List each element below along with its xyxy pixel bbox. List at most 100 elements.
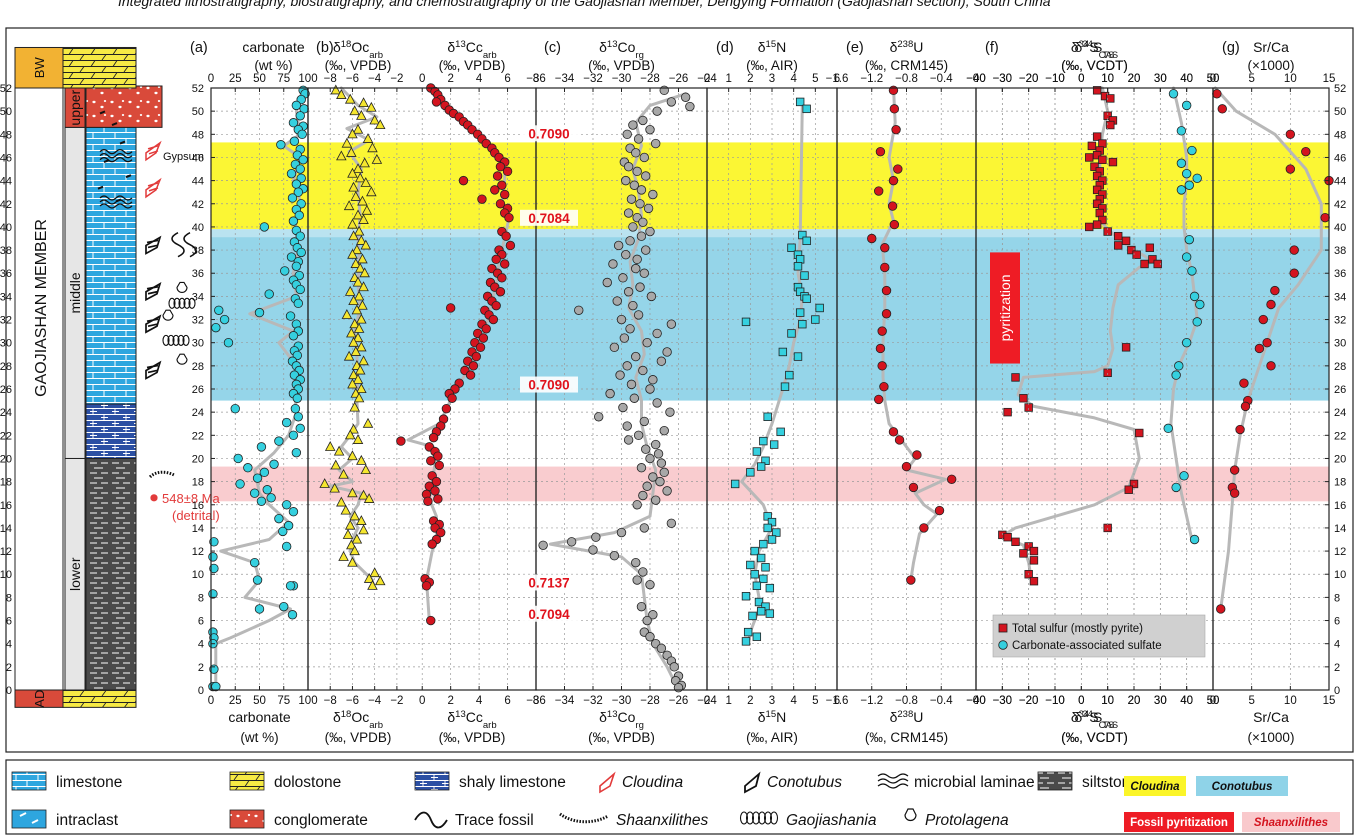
protolagena-icon <box>904 808 917 822</box>
height-tick-right: 0 <box>1334 685 1340 697</box>
strat-height-tick: 44 <box>0 176 12 188</box>
legend-item-label: Conotubus <box>767 774 842 791</box>
height-tick-right: 18 <box>1334 477 1346 489</box>
data-point <box>285 581 296 591</box>
data-point <box>495 162 506 172</box>
height-tick-left: 20 <box>192 453 204 465</box>
tick-label-top: 2 <box>747 73 753 85</box>
data-point <box>1239 378 1249 388</box>
tick-label-top: −20 <box>1019 73 1039 85</box>
height-tick-left: 32 <box>192 315 204 327</box>
pyritization-label: pyritization <box>997 275 1013 342</box>
protolagena-icon <box>176 281 188 293</box>
data-point <box>357 253 368 264</box>
tick-label-bottom: 6 <box>504 695 510 707</box>
tick-label-top: 50 <box>253 73 266 85</box>
panel-units: (‰, VPDB) <box>439 58 506 73</box>
data-point <box>287 193 298 203</box>
data-point <box>352 123 364 134</box>
strat-height-tick: 12 <box>0 546 12 558</box>
tick-label-top: −40 <box>966 73 986 85</box>
data-point <box>623 287 634 297</box>
height-tick-left: 16 <box>192 500 204 512</box>
height-tick-right: 26 <box>1334 384 1346 396</box>
data-point <box>746 468 755 477</box>
strat-height-tick: 32 <box>0 315 12 327</box>
data-point <box>396 436 406 446</box>
data-point <box>752 447 762 456</box>
data-point <box>643 203 654 214</box>
microbial-laminae-icon <box>877 773 909 779</box>
height-tick-right: 16 <box>1334 500 1346 512</box>
data-point <box>639 416 650 427</box>
strat-height-tick: 36 <box>0 268 12 280</box>
tick-label-bottom: −24 <box>697 695 717 707</box>
data-point <box>447 393 457 403</box>
data-point <box>209 563 219 574</box>
tick-label-bottom: 50 <box>1207 695 1220 707</box>
data-point <box>641 245 651 255</box>
data-point <box>659 425 669 436</box>
data-point <box>626 194 637 204</box>
data-point <box>673 682 684 693</box>
data-point <box>793 352 803 361</box>
strat-height-tick: 46 <box>0 152 12 164</box>
data-point <box>651 138 661 149</box>
data-point <box>625 324 635 334</box>
tick-label-top: −0.8 <box>895 73 918 85</box>
data-point <box>279 601 289 612</box>
data-point <box>1087 141 1097 151</box>
data-point <box>367 142 378 153</box>
series-7: −40 −40 −30 −30 −20 −20 −10 −10 0 0 10 10 20 20 30 30 40… <box>966 39 1219 746</box>
data-point <box>752 581 762 591</box>
lith-dolostone <box>62 689 137 708</box>
tick-label-bottom: −32 <box>583 695 603 707</box>
unit-label-middle: middle <box>67 272 83 313</box>
tick-label-top: −10 <box>1045 73 1065 85</box>
data-point <box>350 346 362 356</box>
unit-label-AD: AD <box>32 690 47 708</box>
data-point <box>645 579 655 590</box>
data-point <box>347 167 358 178</box>
panel-units: (‰, CRM145) <box>865 58 948 73</box>
legend-item-label: Trace fossil <box>455 812 534 829</box>
data-point <box>1254 343 1265 354</box>
data-point <box>761 602 770 611</box>
data-point <box>254 307 265 318</box>
data-point <box>659 467 669 478</box>
data-point <box>787 329 796 338</box>
axis-label: δ15N <box>758 709 787 726</box>
tick-label-bottom: −0.8 <box>895 695 918 707</box>
data-point <box>471 351 481 362</box>
data-point <box>348 295 359 306</box>
axis-units: (‰, VCDT) <box>1061 730 1128 745</box>
data-point <box>625 236 635 246</box>
tick-label-top: −0.4 <box>930 73 953 85</box>
data-point <box>1085 153 1094 162</box>
data-point <box>433 451 443 461</box>
legend-item-label: conglomerate <box>274 812 368 829</box>
data-point <box>1168 89 1179 99</box>
data-point <box>1092 86 1102 95</box>
data-point <box>761 456 770 465</box>
data-point <box>613 240 624 251</box>
data-point <box>638 490 648 501</box>
data-point <box>356 454 367 465</box>
data-point <box>594 412 604 422</box>
tick-label-top: 50 <box>1207 73 1220 85</box>
tick-label-top: 0 <box>1078 73 1084 85</box>
data-point <box>934 505 945 516</box>
tick-label-bottom: 10 <box>1284 695 1297 707</box>
axis-label: Sr/Ca <box>1253 709 1289 725</box>
data-point <box>426 456 436 466</box>
axis-label: δ34SCAS <box>1071 709 1118 731</box>
data-point <box>1098 139 1107 148</box>
data-point <box>888 85 899 96</box>
tick-label-bottom: 10 <box>1101 695 1114 707</box>
intraclast-mark <box>99 110 106 115</box>
data-point <box>350 258 362 268</box>
legend-item-label: microbial laminae <box>914 774 1035 791</box>
panel-letter: (f) <box>985 40 999 56</box>
trace-fossil-icon <box>171 231 185 258</box>
